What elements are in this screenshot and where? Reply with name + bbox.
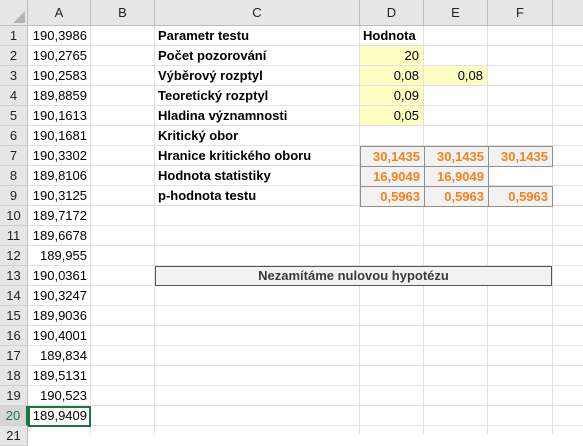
- row-header-1[interactable]: 1: [0, 26, 28, 46]
- cell-e3[interactable]: 0,08: [424, 66, 487, 85]
- select-all-corner[interactable]: [0, 0, 28, 26]
- row-header-16[interactable]: 16: [0, 326, 28, 346]
- row-header-4[interactable]: 4: [0, 86, 28, 106]
- cell-c4[interactable]: Teoretický rozptyl: [158, 88, 269, 103]
- cell-c3[interactable]: Výběrový rozptyl: [158, 68, 263, 83]
- row-header-3[interactable]: 3: [0, 66, 28, 86]
- cell-a17[interactable]: 189,834: [40, 348, 87, 363]
- cell-a10[interactable]: 189,7172: [32, 208, 87, 223]
- row-header-5[interactable]: 5: [0, 106, 28, 126]
- cell-d1[interactable]: Hodnota: [363, 28, 416, 43]
- column-header-a[interactable]: A: [28, 0, 91, 26]
- row-header-21[interactable]: 21: [0, 426, 28, 446]
- cell-c9[interactable]: p-hodnota testu: [158, 188, 257, 203]
- row-header-14[interactable]: 14: [0, 286, 28, 306]
- row-header-7[interactable]: 7: [0, 146, 28, 166]
- row-header-2[interactable]: 2: [0, 46, 28, 66]
- cell-e9[interactable]: 0,5963: [424, 186, 489, 207]
- row-header-19[interactable]: 19: [0, 386, 28, 406]
- cell-d2[interactable]: 20: [360, 46, 423, 65]
- cell-a15[interactable]: 189,9036: [32, 308, 87, 323]
- row-header-10[interactable]: 10: [0, 206, 28, 226]
- column-header-b[interactable]: B: [91, 0, 155, 26]
- cell-f7[interactable]: 30,1435: [488, 146, 553, 167]
- cell-a1[interactable]: 190,3986: [32, 28, 87, 43]
- column-header-c[interactable]: C: [155, 0, 360, 26]
- row-header-18[interactable]: 18: [0, 366, 28, 386]
- row-header-11[interactable]: 11: [0, 226, 28, 246]
- cell-c6[interactable]: Kritický obor: [158, 128, 239, 143]
- hypothesis-verdict[interactable]: Nezamítáme nulovou hypotézu: [155, 266, 552, 286]
- cell-c5[interactable]: Hladina významnosti: [158, 108, 288, 123]
- cell-a8[interactable]: 189,8106: [32, 168, 87, 183]
- cell-a2[interactable]: 190,2765: [32, 48, 87, 63]
- cell-a5[interactable]: 190,1613: [32, 108, 87, 123]
- cell-a14[interactable]: 190,3247: [32, 288, 87, 303]
- cell-a19[interactable]: 190,523: [40, 388, 87, 403]
- cell-a20[interactable]: 189,9409: [32, 408, 87, 423]
- cell-f9[interactable]: 0,5963: [488, 186, 553, 207]
- cell-a18[interactable]: 189,5131: [32, 368, 87, 383]
- cell-a4[interactable]: 189,8859: [32, 88, 87, 103]
- row-header-12[interactable]: 12: [0, 246, 28, 266]
- active-cell-selection: [28, 406, 91, 427]
- row-header-9[interactable]: 9: [0, 186, 28, 206]
- cell-c1[interactable]: Parametr testu: [158, 28, 250, 43]
- row-header-20[interactable]: 20: [0, 406, 28, 426]
- cell-a7[interactable]: 190,3302: [32, 148, 87, 163]
- cell-d8[interactable]: 16,9049: [360, 166, 425, 187]
- cell-a6[interactable]: 190,1681: [32, 128, 87, 143]
- cell-e8[interactable]: 16,9049: [424, 166, 489, 187]
- cell-a11[interactable]: 189,6678: [32, 228, 87, 243]
- cell-a13[interactable]: 190,0361: [32, 268, 87, 283]
- row-header-15[interactable]: 15: [0, 306, 28, 326]
- cell-d9[interactable]: 0,5963: [360, 186, 425, 207]
- cell-a3[interactable]: 190,2583: [32, 68, 87, 83]
- cell-c7[interactable]: Hranice kritického oboru: [158, 148, 312, 163]
- row-header-17[interactable]: 17: [0, 346, 28, 366]
- cell-d7[interactable]: 30,1435: [360, 146, 425, 167]
- cell-d3[interactable]: 0,08: [360, 66, 423, 85]
- column-header-g[interactable]: [553, 0, 583, 26]
- cell-d5[interactable]: 0,05: [360, 106, 423, 125]
- row-header-8[interactable]: 8: [0, 166, 28, 186]
- cell-c8[interactable]: Hodnota statistiky: [158, 168, 271, 183]
- row-header-6[interactable]: 6: [0, 126, 28, 146]
- cell-d4[interactable]: 0,09: [360, 86, 423, 105]
- cell-c2[interactable]: Počet pozorování: [158, 48, 267, 63]
- column-header-f[interactable]: F: [488, 0, 553, 26]
- cell-a12[interactable]: 189,955: [40, 248, 87, 263]
- cell-e7[interactable]: 30,1435: [424, 146, 489, 167]
- row-header-13[interactable]: 13: [0, 266, 28, 286]
- cell-a16[interactable]: 190,4001: [32, 328, 87, 343]
- column-header-d[interactable]: D: [360, 0, 424, 26]
- cell-a9[interactable]: 190,3125: [32, 188, 87, 203]
- column-header-e[interactable]: E: [424, 0, 488, 26]
- select-all-icon: [13, 11, 25, 23]
